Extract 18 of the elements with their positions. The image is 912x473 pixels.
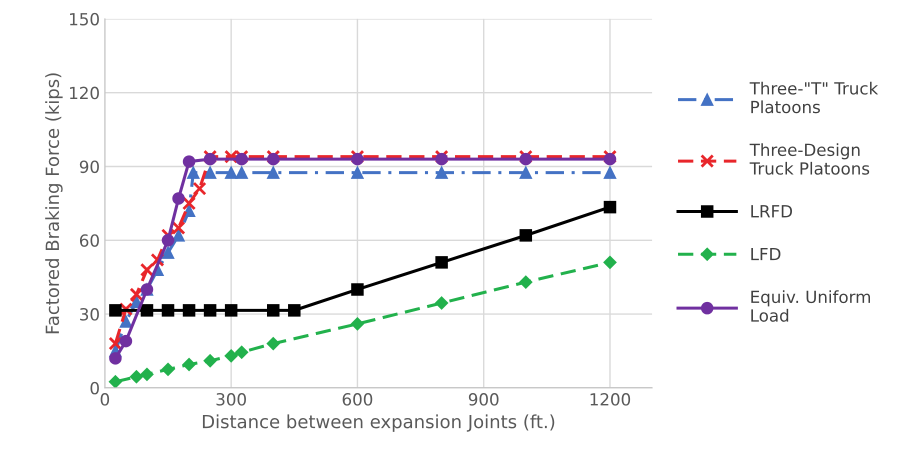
y-tick-label: 60 bbox=[80, 234, 99, 247]
x-tick-label: 600 bbox=[342, 393, 372, 406]
legend-label: Three-Design Truck Platoons bbox=[750, 143, 870, 175]
x-axis-title: Distance between expansion Joints (ft.) bbox=[202, 414, 554, 432]
x-tick-label: 0 bbox=[100, 393, 110, 406]
y-tick-label: 0 bbox=[90, 382, 99, 394]
x-tick-label: 900 bbox=[468, 393, 499, 406]
x-tick-label: 1200 bbox=[590, 393, 630, 406]
y-tick-label: 30 bbox=[80, 308, 99, 321]
y-tick-label: 120 bbox=[70, 86, 99, 100]
y-axis-title: Factored Braking Force (kips) bbox=[45, 73, 63, 334]
x-tick-label: 300 bbox=[216, 393, 246, 406]
legend-label: Three-"T" Truck Platoons bbox=[750, 82, 878, 114]
legend-label: LRFD bbox=[751, 205, 792, 218]
legend-label: LFD bbox=[751, 248, 780, 260]
y-tick-label: 150 bbox=[70, 12, 99, 26]
legend-label: Equiv. Uniform Load bbox=[751, 290, 870, 322]
y-tick-label: 90 bbox=[80, 160, 99, 174]
